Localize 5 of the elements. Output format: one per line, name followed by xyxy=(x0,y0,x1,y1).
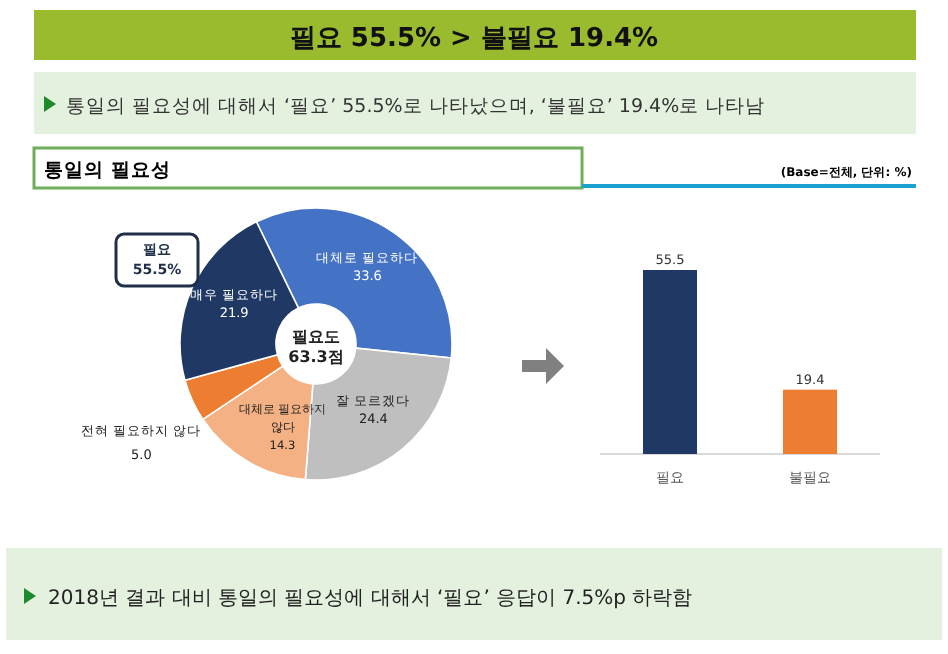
chart-subtitle: 통일의 필요성에 대해서 ‘필요’ 55.5%로 나타났으며, ‘불필요’ 19.4%로 나타남 xyxy=(66,96,766,118)
text: 필요도 63.3점 xyxy=(288,328,344,366)
text: 통일의 필요성 xyxy=(44,160,171,182)
text: 2018년 결과 대비 통일의 필요성에 대해서 ‘필요’ 응답이 7.5%p 하락함 xyxy=(48,588,693,610)
chart-title: 필요 55.5% > 불필요 19.4% xyxy=(289,24,659,54)
